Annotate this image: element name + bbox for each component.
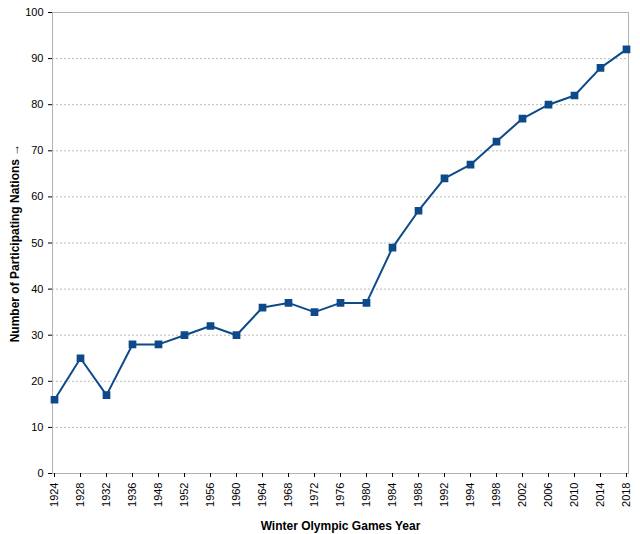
svg-text:1972: 1972 xyxy=(308,483,320,507)
svg-text:60: 60 xyxy=(31,190,43,202)
svg-text:1932: 1932 xyxy=(100,483,112,507)
svg-text:1984: 1984 xyxy=(386,483,398,507)
svg-text:1936: 1936 xyxy=(126,483,138,507)
svg-text:70: 70 xyxy=(31,144,43,156)
svg-text:1956: 1956 xyxy=(204,483,216,507)
svg-text:1988: 1988 xyxy=(412,483,424,507)
svg-text:1928: 1928 xyxy=(74,483,86,507)
svg-text:1964: 1964 xyxy=(256,483,268,507)
svg-text:80: 80 xyxy=(31,98,43,110)
svg-text:2014: 2014 xyxy=(594,483,606,507)
svg-text:30: 30 xyxy=(31,329,43,341)
svg-text:100: 100 xyxy=(25,6,43,18)
svg-text:1992: 1992 xyxy=(438,483,450,507)
svg-text:1976: 1976 xyxy=(334,483,346,507)
svg-text:1998: 1998 xyxy=(490,483,502,507)
svg-text:10: 10 xyxy=(31,421,43,433)
svg-text:1924: 1924 xyxy=(48,483,60,507)
svg-text:1952: 1952 xyxy=(178,483,190,507)
svg-text:Number of Participating Nation: Number of Participating Nations → xyxy=(8,144,22,343)
svg-text:1960: 1960 xyxy=(230,483,242,507)
svg-text:90: 90 xyxy=(31,52,43,64)
svg-text:1968: 1968 xyxy=(282,483,294,507)
svg-text:0: 0 xyxy=(37,467,43,479)
svg-text:20: 20 xyxy=(31,375,43,387)
svg-text:1980: 1980 xyxy=(360,483,372,507)
svg-text:50: 50 xyxy=(31,237,43,249)
svg-text:2006: 2006 xyxy=(542,483,554,507)
svg-text:Winter Olympic Games Year: Winter Olympic Games Year xyxy=(261,519,421,533)
svg-text:2018: 2018 xyxy=(620,483,632,507)
svg-text:1948: 1948 xyxy=(152,483,164,507)
svg-text:2010: 2010 xyxy=(568,483,580,507)
svg-text:1994: 1994 xyxy=(464,483,476,507)
svg-text:40: 40 xyxy=(31,283,43,295)
svg-text:2002: 2002 xyxy=(516,483,528,507)
